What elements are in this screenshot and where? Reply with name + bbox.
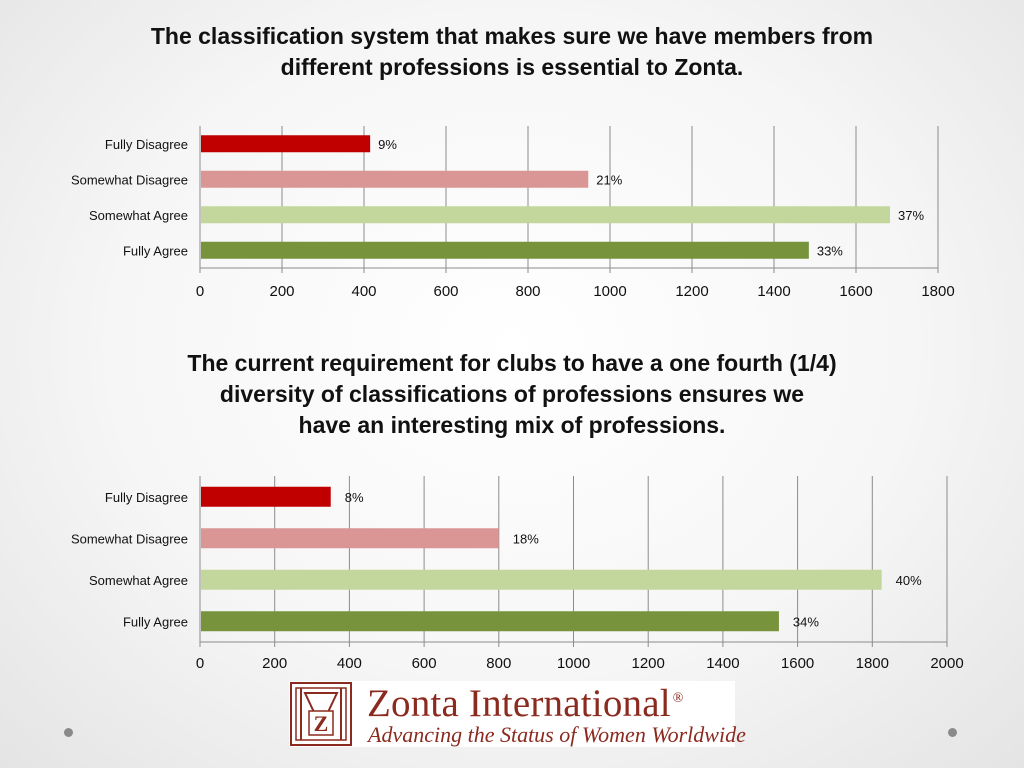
chart-1-data-label: 9% [378, 137, 397, 152]
chart-2-data-label: 18% [513, 531, 539, 546]
chart-1-title-line-1: The classification system that makes sur… [150, 23, 874, 49]
chart-2-category-label: Fully Agree [123, 614, 188, 629]
chart-2-tick-label: 2000 [930, 655, 963, 672]
chart-1-tick-label: 200 [269, 283, 294, 300]
chart-2-bar [201, 611, 779, 632]
chart-1-data-label: 37% [898, 208, 924, 223]
chart-2-tick-label: 1200 [632, 655, 665, 672]
chart-2-title: The current requirement for clubs to hav… [0, 348, 1024, 441]
slide-dot-right [948, 728, 957, 737]
chart-1-tick-label: 1400 [757, 283, 790, 300]
chart-2-title-line-1: The current requirement for clubs to hav… [187, 350, 837, 376]
chart-1-tick-label: 0 [196, 283, 204, 300]
chart-2: 0 200 400 600 800 1000 1200 1400 1600 1800 2000 Ful… [71, 476, 964, 672]
chart-2-tick-label: 1800 [856, 655, 889, 672]
chart-2-tick-label: 1600 [781, 655, 814, 672]
zonta-logo-name-text: Zonta International [367, 682, 671, 725]
chart-1-data-label: 21% [596, 172, 622, 187]
zonta-emblem-letter: Z [314, 711, 329, 736]
chart-2-data-label: 40% [896, 573, 922, 588]
chart-1-data-label: 33% [817, 243, 843, 258]
chart-1-title: The classification system that makes sur… [0, 21, 1024, 83]
chart-2-data-label: 34% [793, 614, 819, 629]
zonta-logo-name: Zonta International ® [367, 681, 684, 726]
slide-dot-left [64, 728, 73, 737]
chart-2-category-label: Somewhat Disagree [71, 531, 188, 546]
chart-2-title-line-2: diversity of classifications of professi… [219, 381, 805, 407]
chart-2-title-line-3: have an interesting mix of professions. [298, 412, 726, 438]
chart-1-tick-label: 400 [351, 283, 376, 300]
chart-2-category-label: Somewhat Agree [89, 573, 188, 588]
chart-1-tick-label: 1000 [593, 283, 626, 300]
zonta-logo-tagline: Advancing the Status of Women Worldwide [368, 722, 746, 747]
zonta-logo: Z Zonta International ® Advancing the Sta… [289, 681, 746, 747]
chart-1-tick-label: 1600 [839, 283, 872, 300]
chart-2-bar [201, 528, 499, 549]
chart-2-tick-label: 600 [412, 655, 437, 672]
chart-2-category-label: Fully Disagree [105, 490, 188, 505]
chart-2-data-label: 8% [345, 490, 364, 505]
chart-1-bar [201, 206, 891, 224]
chart-1-tick-label: 600 [433, 283, 458, 300]
zonta-emblem-icon: Z [290, 682, 352, 746]
chart-1: 0 200 400 600 800 1000 1200 1400 1600 1800 Fully D… [71, 126, 955, 300]
chart-1-category-label: Somewhat Disagree [71, 172, 188, 187]
chart-1-category-label: Somewhat Agree [89, 208, 188, 223]
chart-2-tick-label: 400 [337, 655, 362, 672]
chart-1-title-line-2: different professions is essential to Zo… [280, 54, 744, 80]
chart-2-bar [201, 486, 331, 507]
chart-2-tick-label: 800 [486, 655, 511, 672]
chart-1-tick-label: 1800 [921, 283, 954, 300]
chart-1-category-label: Fully Agree [123, 243, 188, 258]
chart-2-bar [201, 569, 882, 590]
chart-2-tick-label: 1400 [706, 655, 739, 672]
chart-1-tick-label: 1200 [675, 283, 708, 300]
registered-mark: ® [672, 691, 684, 706]
chart-1-bar [201, 241, 809, 259]
chart-2-tick-label: 200 [262, 655, 287, 672]
chart-2-tick-label: 1000 [557, 655, 590, 672]
chart-1-bar [201, 170, 589, 188]
chart-1-category-label: Fully Disagree [105, 137, 188, 152]
chart-1-bar [201, 135, 371, 153]
chart-1-tick-label: 800 [515, 283, 540, 300]
chart-2-tick-label: 0 [196, 655, 204, 672]
